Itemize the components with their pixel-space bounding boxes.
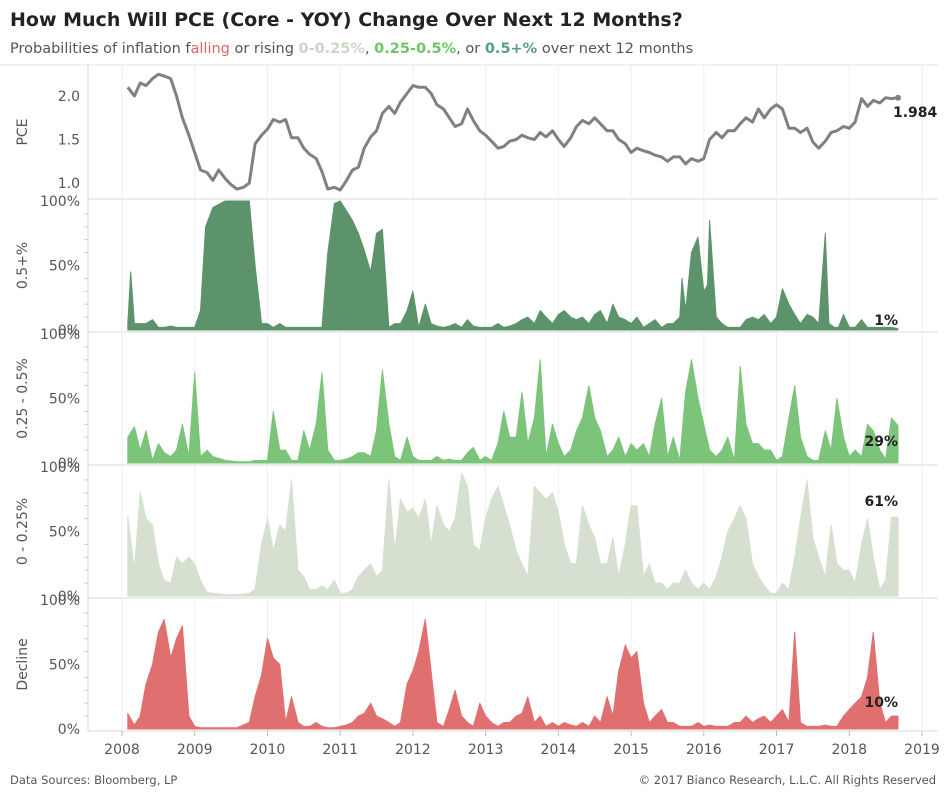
x-tick-label: 2012 — [395, 742, 431, 758]
y-tick-label: 1.5 — [58, 133, 80, 149]
area-0.5+% — [127, 200, 899, 331]
x-tick-label: 2019 — [904, 742, 940, 758]
y-tick-label: 100% — [40, 460, 80, 476]
y-tick-label: 50% — [49, 392, 80, 408]
area-0.25-0.5% — [127, 359, 899, 464]
area-Decline — [127, 618, 899, 730]
subtitle-prefix: Probabilities of inflation f — [10, 41, 191, 57]
y-axis-title: Decline — [15, 638, 31, 690]
last-value-label: 61% — [864, 494, 898, 510]
y-tick-label: 100% — [40, 327, 80, 343]
y-tick-label: 50% — [49, 525, 80, 541]
y-axis-title: PCE — [15, 118, 31, 145]
x-tick-label: 2011 — [322, 742, 358, 758]
y-tick-label: 100% — [40, 593, 80, 609]
x-tick-label: 2015 — [613, 742, 649, 758]
subtitle-sep1: , — [364, 41, 375, 57]
x-tick-label: 2009 — [177, 742, 213, 758]
subtitle-suffix: over next 12 months — [537, 41, 694, 57]
x-tick-label: 2014 — [541, 742, 577, 758]
y-tick-label: 0% — [58, 456, 80, 472]
x-tick-label: 2010 — [250, 742, 286, 758]
subtitle-range-low: 0-0.25% — [298, 41, 365, 57]
y-tick-label: 0% — [58, 589, 80, 605]
area-0-0.25% — [127, 472, 899, 597]
pce-line — [126, 72, 899, 192]
x-tick-label: 2017 — [759, 742, 795, 758]
chart-subtitle: Probabilities of inflation falling or ri… — [10, 41, 693, 57]
y-tick-label: 1.0 — [58, 176, 80, 192]
last-value-label: 10% — [864, 695, 898, 711]
chart-title: How Much Will PCE (Core - YOY) Change Ov… — [10, 9, 683, 31]
x-tick-label: 2018 — [831, 742, 867, 758]
x-tick-label: 2013 — [468, 742, 504, 758]
y-tick-label: 50% — [49, 259, 80, 275]
y-tick-label: 0% — [58, 722, 80, 738]
subtitle-falling-highlight: alling — [190, 41, 230, 57]
pce-last-value-label: 1.984 — [893, 105, 938, 121]
data-source-note: Data Sources: Bloomberg, LP — [10, 773, 178, 787]
y-tick-label: 100% — [40, 194, 80, 210]
last-value-label: 29% — [864, 434, 898, 450]
y-tick-label: 2.0 — [58, 89, 80, 105]
subtitle-mid: or rising — [229, 41, 299, 57]
copyright-note: © 2017 Bianco Research, L.L.C. All Right… — [638, 773, 936, 787]
x-tick-label: 2016 — [686, 742, 722, 758]
last-value-label: 1% — [874, 313, 898, 329]
y-tick-label: 50% — [49, 658, 80, 674]
pce-last-point — [895, 94, 901, 101]
y-tick-label: 0% — [58, 323, 80, 339]
y-axis-title: 0.5+% — [15, 242, 31, 289]
subtitle-range-mid: 0.25-0.5% — [374, 41, 457, 57]
x-tick-label: 2008 — [104, 742, 140, 758]
y-axis-title: 0.25 - 0.5% — [15, 358, 31, 439]
subtitle-sep2: , or — [456, 41, 485, 57]
y-axis-title: 0 - 0.25% — [15, 498, 31, 565]
subtitle-range-high: 0.5+% — [484, 41, 538, 57]
